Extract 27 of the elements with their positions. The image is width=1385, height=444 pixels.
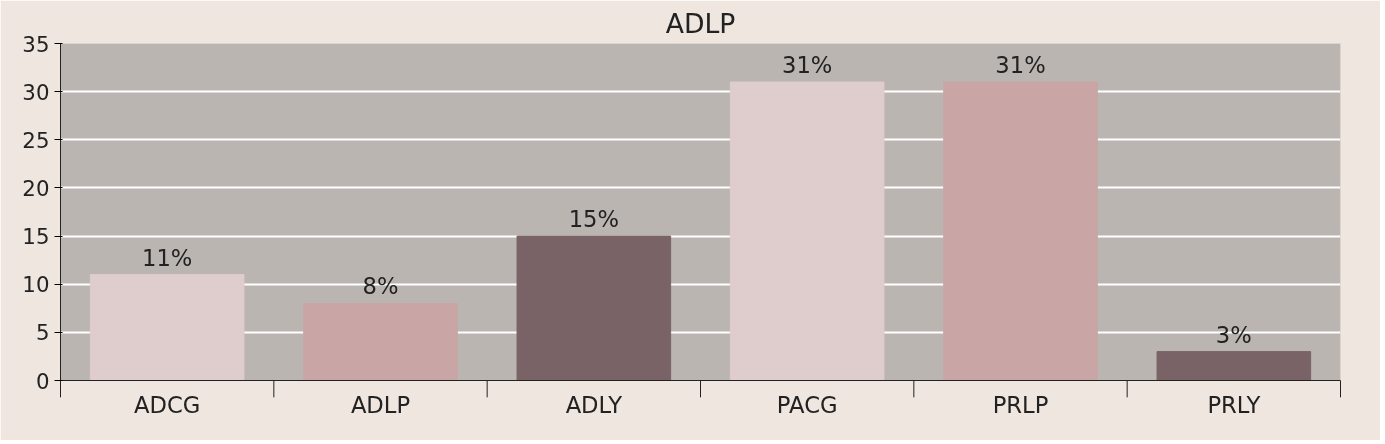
y-tick-label: 25 bbox=[22, 127, 50, 153]
x-tick-label: ADLY bbox=[565, 391, 623, 418]
bar bbox=[89, 274, 245, 381]
data-label: 31% bbox=[995, 52, 1046, 79]
data-label: 15% bbox=[568, 206, 620, 233]
data-label: 11% bbox=[141, 244, 193, 271]
data-label: 3% bbox=[1215, 321, 1252, 348]
bar bbox=[729, 81, 885, 381]
y-tick-label: 20 bbox=[22, 175, 50, 201]
bar bbox=[943, 81, 1098, 381]
y-tick-label: 30 bbox=[22, 79, 50, 105]
bar bbox=[516, 235, 672, 381]
y-tick-label: 35 bbox=[22, 31, 50, 57]
chart-title: ADLP bbox=[665, 7, 736, 39]
data-label: 31% bbox=[781, 52, 833, 79]
y-tick-label: 0 bbox=[35, 368, 50, 394]
bar bbox=[1156, 351, 1312, 381]
y-tick-label: 5 bbox=[35, 320, 50, 346]
y-tick-label: 10 bbox=[22, 272, 50, 298]
x-tick-label: PRLP bbox=[992, 391, 1049, 418]
x-tick-label: PACG bbox=[776, 391, 838, 418]
x-tick-label: PRLY bbox=[1207, 391, 1261, 418]
y-tick-label: 15 bbox=[22, 224, 50, 250]
bar bbox=[303, 302, 458, 381]
x-tick-label: ADLP bbox=[350, 391, 411, 418]
data-label: 8% bbox=[362, 273, 399, 300]
x-tick-label: ADCG bbox=[134, 391, 201, 418]
